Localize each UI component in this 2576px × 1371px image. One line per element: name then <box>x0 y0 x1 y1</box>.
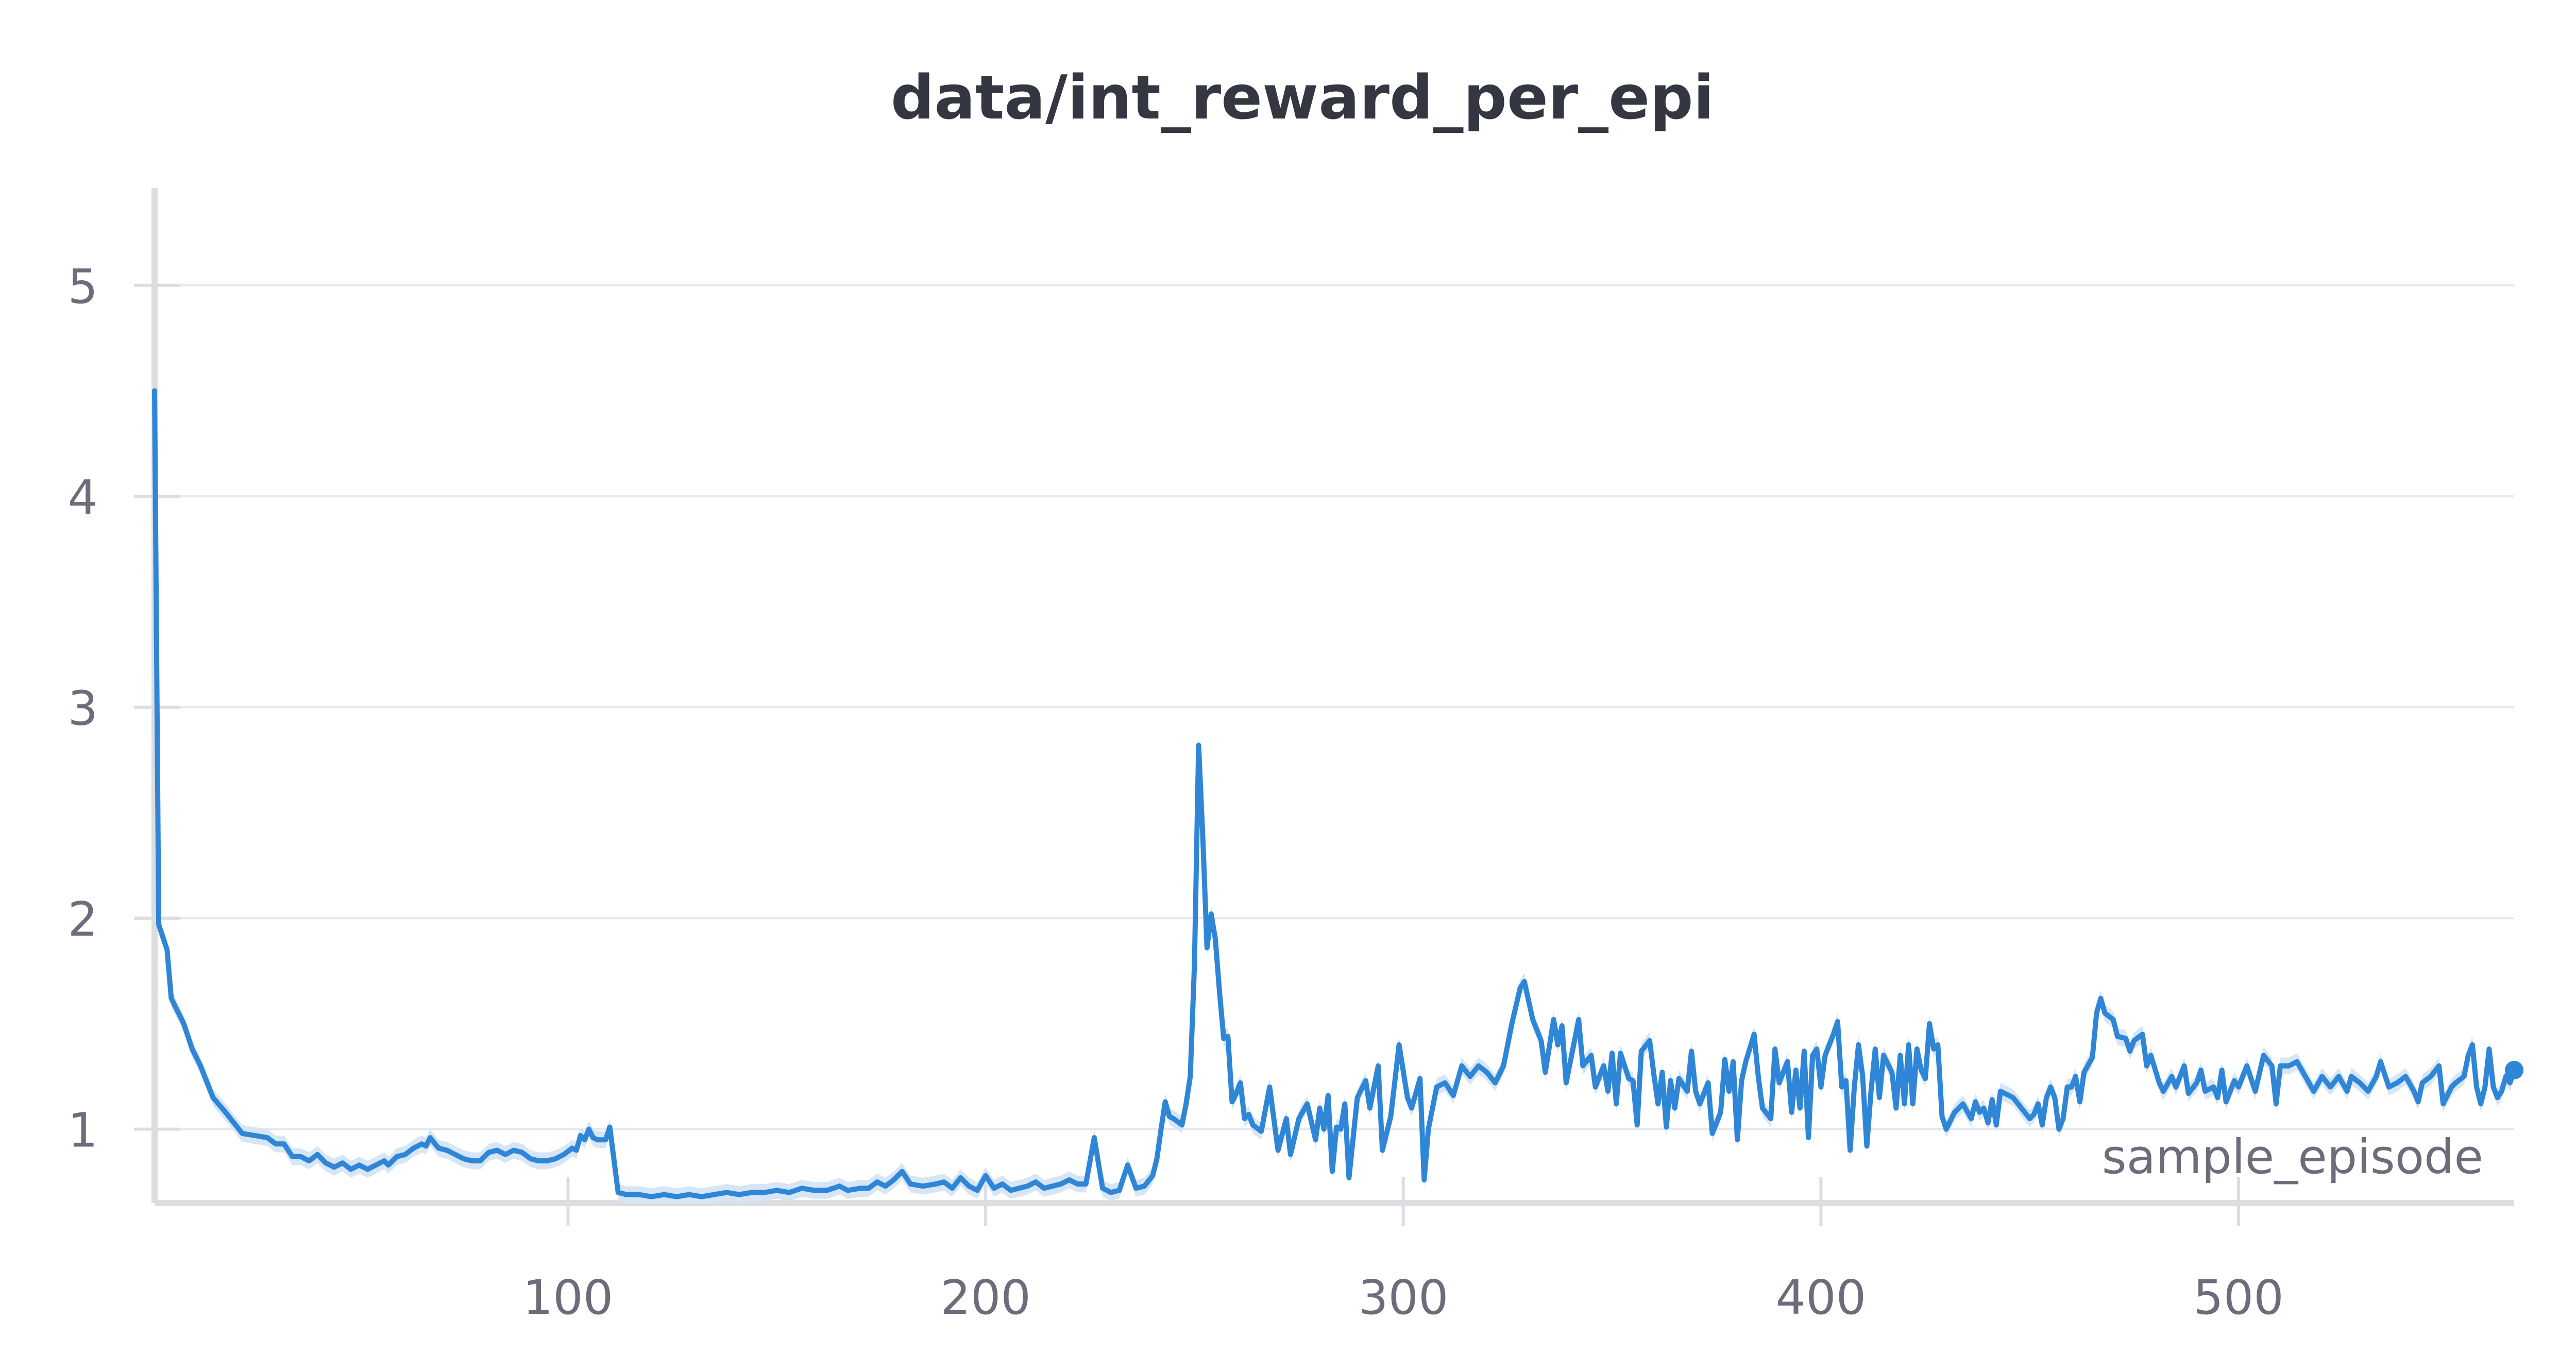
y-tick-label: 4 <box>67 470 98 525</box>
y-tick-label: 3 <box>67 681 98 736</box>
series-end-point <box>2505 1061 2523 1080</box>
x-tick-label: 500 <box>2193 1270 2284 1325</box>
series-line <box>152 388 2517 1199</box>
x-tick-label: 300 <box>1358 1270 1449 1325</box>
x-tick-label: 100 <box>523 1270 614 1325</box>
x-tick-label: 200 <box>940 1270 1031 1325</box>
y-tick-label: 5 <box>67 259 98 314</box>
series-layer <box>152 382 2523 1203</box>
y-tick-label: 2 <box>67 892 98 947</box>
grid-layer <box>155 284 2514 1130</box>
x-tick-label: 400 <box>1776 1270 1867 1325</box>
chart-title: data/int_reward_per_epi <box>890 62 1715 133</box>
x-axis-label: sample_episode <box>2102 1129 2483 1184</box>
label-layer: 1 2 3 4 5 100 200 300 400 500 sample_episode <box>67 259 2483 1325</box>
axis-layer <box>134 188 2514 1226</box>
y-tick-label: 1 <box>67 1103 98 1158</box>
